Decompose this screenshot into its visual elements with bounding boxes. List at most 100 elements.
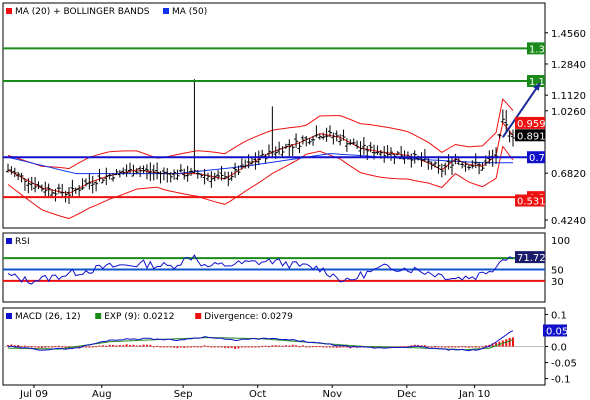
divergence-bar xyxy=(512,337,514,347)
macd-legend-label-1: EXP (9): 0.0212 xyxy=(104,312,174,322)
divergence-bar xyxy=(328,346,331,348)
divergence-bar xyxy=(152,346,155,348)
divergence-bar xyxy=(345,346,348,348)
divergence-bar xyxy=(440,346,443,348)
date-label-0: Jul 09 xyxy=(19,389,48,400)
ohlc-bars xyxy=(6,79,515,205)
divergence-bar xyxy=(305,346,308,348)
divergence-bar xyxy=(115,345,118,347)
divergence-bar xyxy=(261,345,264,347)
rsi-line xyxy=(7,254,514,285)
macd-ytick-label-2: -0.05 xyxy=(551,359,577,370)
divergence-bar xyxy=(145,344,148,347)
divergence-bar xyxy=(186,346,189,348)
divergence-bar xyxy=(254,346,257,348)
macd-last-badge xyxy=(543,324,567,337)
divergence-bar xyxy=(27,346,30,348)
divergence-bar xyxy=(139,345,142,347)
divergence-bar xyxy=(251,346,254,348)
divergence-bar xyxy=(274,345,277,347)
divergence-bar xyxy=(105,345,108,347)
level-badge-label-0: 1.37 xyxy=(529,44,551,55)
divergence-bar xyxy=(210,346,213,348)
divergence-bar xyxy=(478,346,481,348)
price-legend-swatch-1 xyxy=(163,8,169,14)
divergence-bar xyxy=(505,339,508,347)
divergence-bar xyxy=(332,346,335,348)
divergence-bar xyxy=(57,345,60,347)
divergence-bar xyxy=(84,346,87,348)
divergence-bar xyxy=(23,345,26,347)
date-label-3: Oct xyxy=(249,389,266,400)
divergence-bar xyxy=(244,346,247,348)
divergence-bar xyxy=(454,346,457,348)
macd-legend-swatch-2 xyxy=(195,313,202,319)
divergence-bar xyxy=(281,345,284,347)
trend-arrow-line xyxy=(502,82,541,138)
divergence-bar xyxy=(315,346,318,348)
price-legend-label-0: MA (20) + BOLLINGER BANDS xyxy=(15,7,150,17)
divergence-bar xyxy=(101,345,104,347)
divergence-bar xyxy=(240,346,243,348)
divergence-bar xyxy=(342,346,345,348)
divergence-bar xyxy=(278,345,281,347)
macd-ytick-label-0: 0.1 xyxy=(551,310,567,321)
divergence-bar xyxy=(196,346,199,348)
level-badge-2 xyxy=(527,151,545,164)
divergence-bar xyxy=(112,344,115,347)
divergence-bar xyxy=(156,345,159,347)
level-badge-label-2: 0.77 xyxy=(529,153,551,164)
divergence-bar xyxy=(410,345,413,347)
divergence-bar xyxy=(20,346,23,348)
price-ytick-label-1: 1.2840 xyxy=(551,60,586,71)
divergence-bar xyxy=(308,346,311,348)
price-panel xyxy=(2,2,546,229)
divergence-bar xyxy=(437,346,440,348)
divergence-bar xyxy=(301,345,304,347)
divergence-bar xyxy=(220,346,223,348)
divergence-bar xyxy=(142,344,145,347)
divergence-bar xyxy=(183,346,186,348)
divergence-bar xyxy=(34,346,37,348)
divergence-bar xyxy=(484,345,487,347)
divergence-bar xyxy=(264,345,267,347)
divergence-bar xyxy=(288,345,291,347)
divergence-bar xyxy=(149,344,152,347)
divergence-bar xyxy=(7,345,9,347)
divergence-bar xyxy=(467,346,470,348)
divergence-bar xyxy=(247,346,250,348)
rsi-level-label-2: 30 xyxy=(551,277,564,288)
price-legend-swatch-0 xyxy=(6,8,12,14)
divergence-bar xyxy=(108,344,111,347)
divergence-bar xyxy=(64,346,67,348)
divergence-bar xyxy=(30,346,33,348)
divergence-bar xyxy=(322,346,325,348)
divergence-bar xyxy=(508,337,511,347)
price-badge-1 xyxy=(515,129,545,142)
price-ytick-label-4: 0.6820 xyxy=(551,169,586,180)
divergence-bar xyxy=(488,344,491,347)
price-ytick-label-5: 0.4240 xyxy=(551,216,586,227)
divergence-bar xyxy=(318,346,321,348)
divergence-bar xyxy=(203,345,206,347)
divergence-bar xyxy=(166,346,169,348)
divergence-bar xyxy=(430,346,433,348)
rsi-last-badge xyxy=(515,251,545,264)
price-ytick-label-0: 1.4560 xyxy=(551,29,586,40)
divergence-bar xyxy=(162,346,165,348)
rsi-panel xyxy=(2,232,546,303)
level-badge-label-1: 1.19 xyxy=(529,77,551,88)
divergence-bar xyxy=(206,346,209,348)
divergence-bar xyxy=(227,346,230,348)
divergence-bar xyxy=(200,346,203,348)
price-badge-label-1: 0.891 xyxy=(517,131,546,142)
price-badge-label-2: 0.5315 xyxy=(517,197,552,208)
date-label-6: Jan 10 xyxy=(458,389,490,400)
divergence-bar xyxy=(447,346,450,348)
trend-arrow-head xyxy=(533,83,540,91)
divergence-bar xyxy=(471,346,474,348)
divergence-bar xyxy=(434,346,437,348)
divergence-bar xyxy=(352,346,355,348)
divergence-bar xyxy=(54,346,57,348)
divergence-bar xyxy=(125,344,128,347)
